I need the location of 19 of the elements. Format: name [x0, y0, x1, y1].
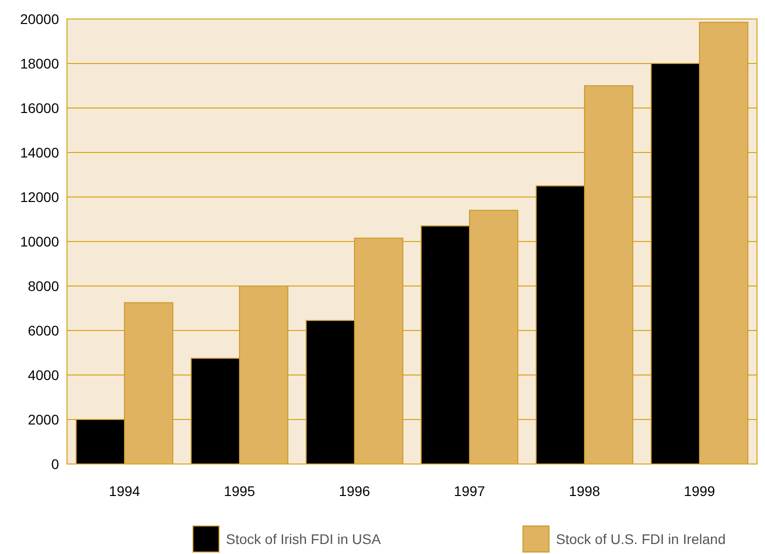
y-tick-label: 12000 [20, 188, 60, 205]
x-tick-label: 1997 [454, 483, 486, 499]
y-tick-label: 10000 [20, 233, 60, 250]
x-tick-label: 1995 [224, 483, 256, 499]
x-tick-label: 1994 [108, 483, 140, 499]
y-tick-label: 4000 [28, 366, 60, 383]
y-tick-label: 8000 [28, 278, 60, 294]
y-tick-label: 16000 [20, 100, 60, 116]
legend-label: Stock of Irish FDI in USA [226, 530, 382, 547]
y-tick-label: 14000 [20, 144, 60, 160]
y-tick-label: 20000 [20, 10, 60, 27]
x-tick-label: 1999 [684, 483, 716, 499]
x-tick-label: 1998 [568, 483, 600, 499]
y-tick-label: 0 [51, 456, 60, 472]
x-tick-label: 1996 [338, 483, 370, 499]
y-tick-label: 18000 [20, 55, 60, 72]
y-tick-label: 2000 [28, 411, 60, 428]
legend-label: Stock of U.S. FDI in Ireland [556, 530, 726, 547]
y-tick-label: 6000 [28, 322, 60, 338]
